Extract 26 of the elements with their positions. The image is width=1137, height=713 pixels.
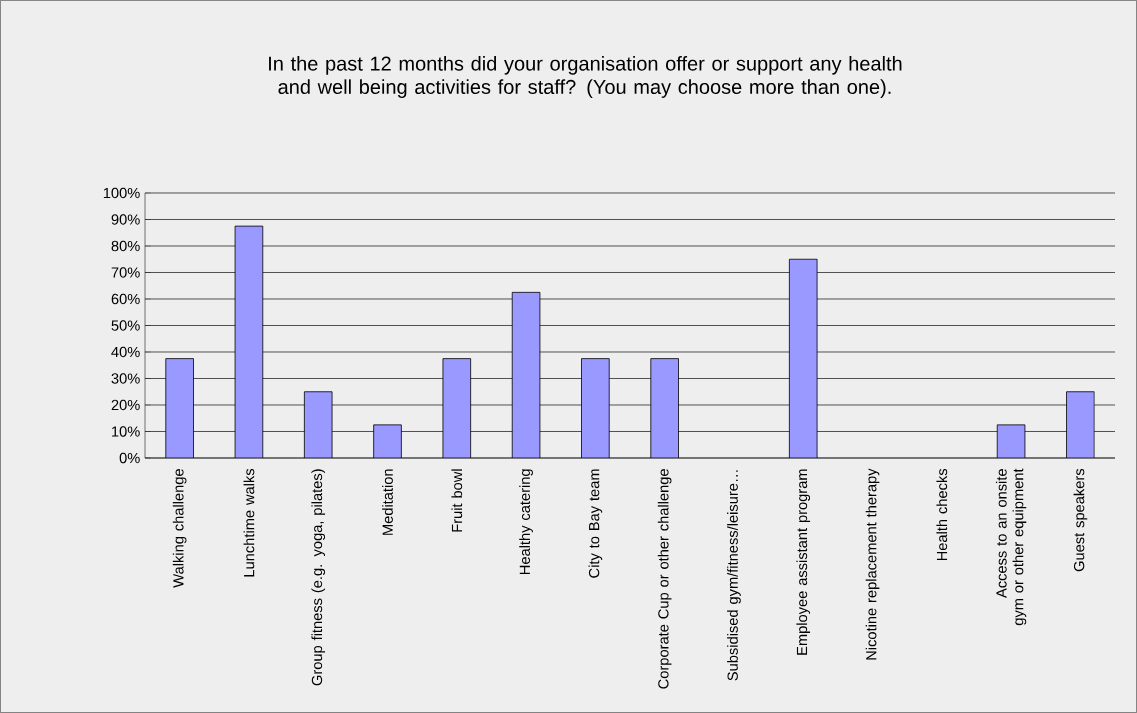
x-tick-label: Group fitness (e.g. yoga, pilates) [311, 469, 326, 686]
x-tick-label: Guest speakers [1073, 468, 1088, 572]
y-tick-label: 80% [111, 240, 140, 252]
y-tick-label: 70% [111, 267, 140, 278]
x-tick-label: Lunchtime walks [243, 468, 255, 577]
y-tick-label: 30% [111, 373, 140, 384]
y-tick-label: 10% [112, 426, 140, 437]
x-tick-label: Health checks [936, 468, 948, 561]
x-tick-label: Nicotine replacement therapy [865, 468, 880, 660]
y-tick-label: 20% [111, 399, 140, 411]
y-tick-label: 0% [119, 452, 140, 464]
y-tick-label: 60% [111, 293, 140, 305]
y-tick-label: 90% [111, 214, 140, 225]
x-tick-label: Fruit bowl [451, 469, 463, 532]
y-tick-label: 50% [111, 320, 140, 331]
x-tick-label: City to Bay team [588, 469, 603, 578]
x-tick-label: Healthy catering [519, 469, 533, 574]
y-tick-label: 40% [111, 346, 140, 358]
x-tick-label: Access to an onsite gym or other equipment [995, 468, 1027, 626]
x-tick-label: Employee assistant program [796, 469, 811, 655]
x-tick-label: Subsidised gym/fitness/leisure… [727, 470, 741, 681]
x-tick-label: Corporate Cup or other challenge [657, 469, 672, 689]
y-tick-label: 100% [103, 187, 140, 199]
x-tick-label: Walking challenge [172, 469, 187, 588]
x-tick-label: Meditation [382, 469, 393, 535]
chart-title: In the past 12 months did your organisation offer or support any health and well being activities for staff? (You may choose more than one). [269, 56, 902, 98]
